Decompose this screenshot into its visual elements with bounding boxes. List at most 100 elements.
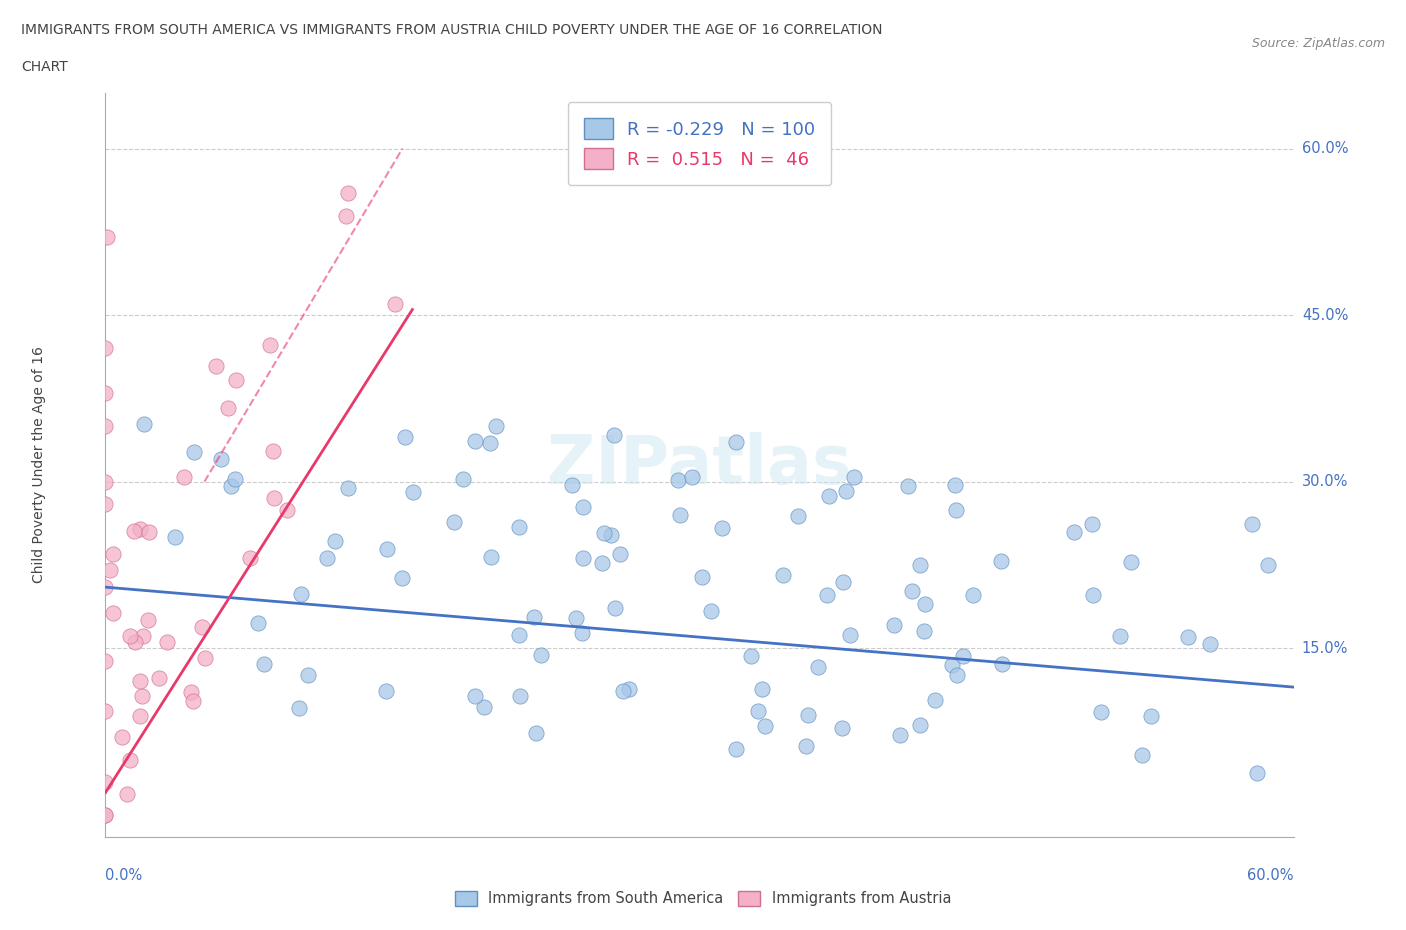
Point — [946, 668, 969, 683]
Point — [1109, 628, 1132, 643]
Point — [156, 634, 179, 649]
Point — [247, 615, 270, 630]
Point — [239, 551, 262, 565]
Point — [564, 611, 586, 626]
Point — [337, 481, 360, 496]
Legend: R = -0.229   N = 100, R =  0.515   N =  46: R = -0.229 N = 100, R = 0.515 N = 46 — [568, 102, 831, 185]
Point — [115, 787, 138, 802]
Point — [1081, 587, 1104, 602]
Point — [259, 338, 281, 352]
Point — [914, 596, 936, 611]
Point — [751, 682, 773, 697]
Point — [796, 738, 818, 753]
Point — [464, 433, 486, 448]
Point — [945, 503, 967, 518]
Point — [572, 499, 595, 514]
Point — [103, 605, 125, 620]
Point — [838, 628, 860, 643]
Point — [943, 478, 966, 493]
Point — [1119, 554, 1142, 569]
Point — [181, 694, 204, 709]
Point — [479, 550, 502, 565]
Point — [94, 653, 117, 668]
Point — [323, 533, 346, 548]
Point — [600, 527, 623, 542]
Point — [603, 428, 626, 443]
Point — [815, 587, 838, 602]
Point — [224, 472, 246, 487]
Point — [787, 509, 810, 524]
Point — [509, 688, 531, 703]
Text: 30.0%: 30.0% — [1302, 474, 1348, 489]
Point — [523, 610, 546, 625]
Point — [110, 729, 132, 744]
Point — [897, 479, 920, 494]
Point — [1130, 748, 1153, 763]
Point — [94, 497, 117, 512]
Point — [94, 579, 117, 594]
Point — [962, 588, 984, 603]
Point — [463, 688, 485, 703]
Point — [609, 547, 631, 562]
Point — [1140, 709, 1163, 724]
Point — [1177, 630, 1199, 644]
Point — [98, 563, 121, 578]
Point — [262, 444, 284, 458]
Point — [276, 503, 298, 518]
Point — [96, 230, 118, 245]
Point — [402, 485, 425, 499]
Point — [1081, 517, 1104, 532]
Point — [952, 648, 974, 663]
Point — [384, 297, 406, 312]
Point — [700, 604, 723, 618]
Point — [94, 418, 117, 433]
Point — [209, 451, 232, 466]
Text: 45.0%: 45.0% — [1302, 308, 1348, 323]
Point — [219, 478, 242, 493]
Point — [217, 400, 239, 415]
Point — [94, 474, 117, 489]
Point — [941, 658, 963, 672]
Text: Source: ZipAtlas.com: Source: ZipAtlas.com — [1251, 37, 1385, 50]
Point — [290, 587, 312, 602]
Point — [571, 626, 593, 641]
Point — [443, 514, 465, 529]
Point — [315, 551, 337, 565]
Point — [591, 555, 613, 570]
Point — [394, 430, 416, 445]
Text: ZIPatlas: ZIPatlas — [547, 432, 852, 498]
Point — [191, 619, 214, 634]
Point — [508, 520, 530, 535]
Point — [263, 490, 285, 505]
Point — [842, 470, 865, 485]
Text: 60.0%: 60.0% — [1247, 868, 1294, 883]
Point — [180, 684, 202, 699]
Point — [740, 648, 762, 663]
Point — [1198, 637, 1220, 652]
Point — [103, 547, 125, 562]
Point — [1257, 558, 1279, 573]
Point — [94, 807, 117, 822]
Point — [374, 684, 396, 698]
Point — [772, 567, 794, 582]
Point — [132, 628, 155, 643]
Point — [377, 541, 399, 556]
Point — [122, 524, 145, 538]
Point — [94, 774, 117, 789]
Point — [900, 583, 922, 598]
Point — [173, 470, 195, 485]
Point — [530, 648, 553, 663]
Point — [128, 709, 150, 724]
Point — [335, 208, 357, 223]
Legend: Immigrants from South America, Immigrants from Austria: Immigrants from South America, Immigrant… — [447, 884, 959, 913]
Point — [472, 699, 495, 714]
Point — [478, 436, 501, 451]
Point — [194, 650, 217, 665]
Point — [391, 571, 413, 586]
Point — [118, 752, 141, 767]
Point — [603, 600, 626, 615]
Point — [524, 725, 547, 740]
Point — [754, 719, 776, 734]
Point — [131, 688, 153, 703]
Point — [204, 358, 226, 373]
